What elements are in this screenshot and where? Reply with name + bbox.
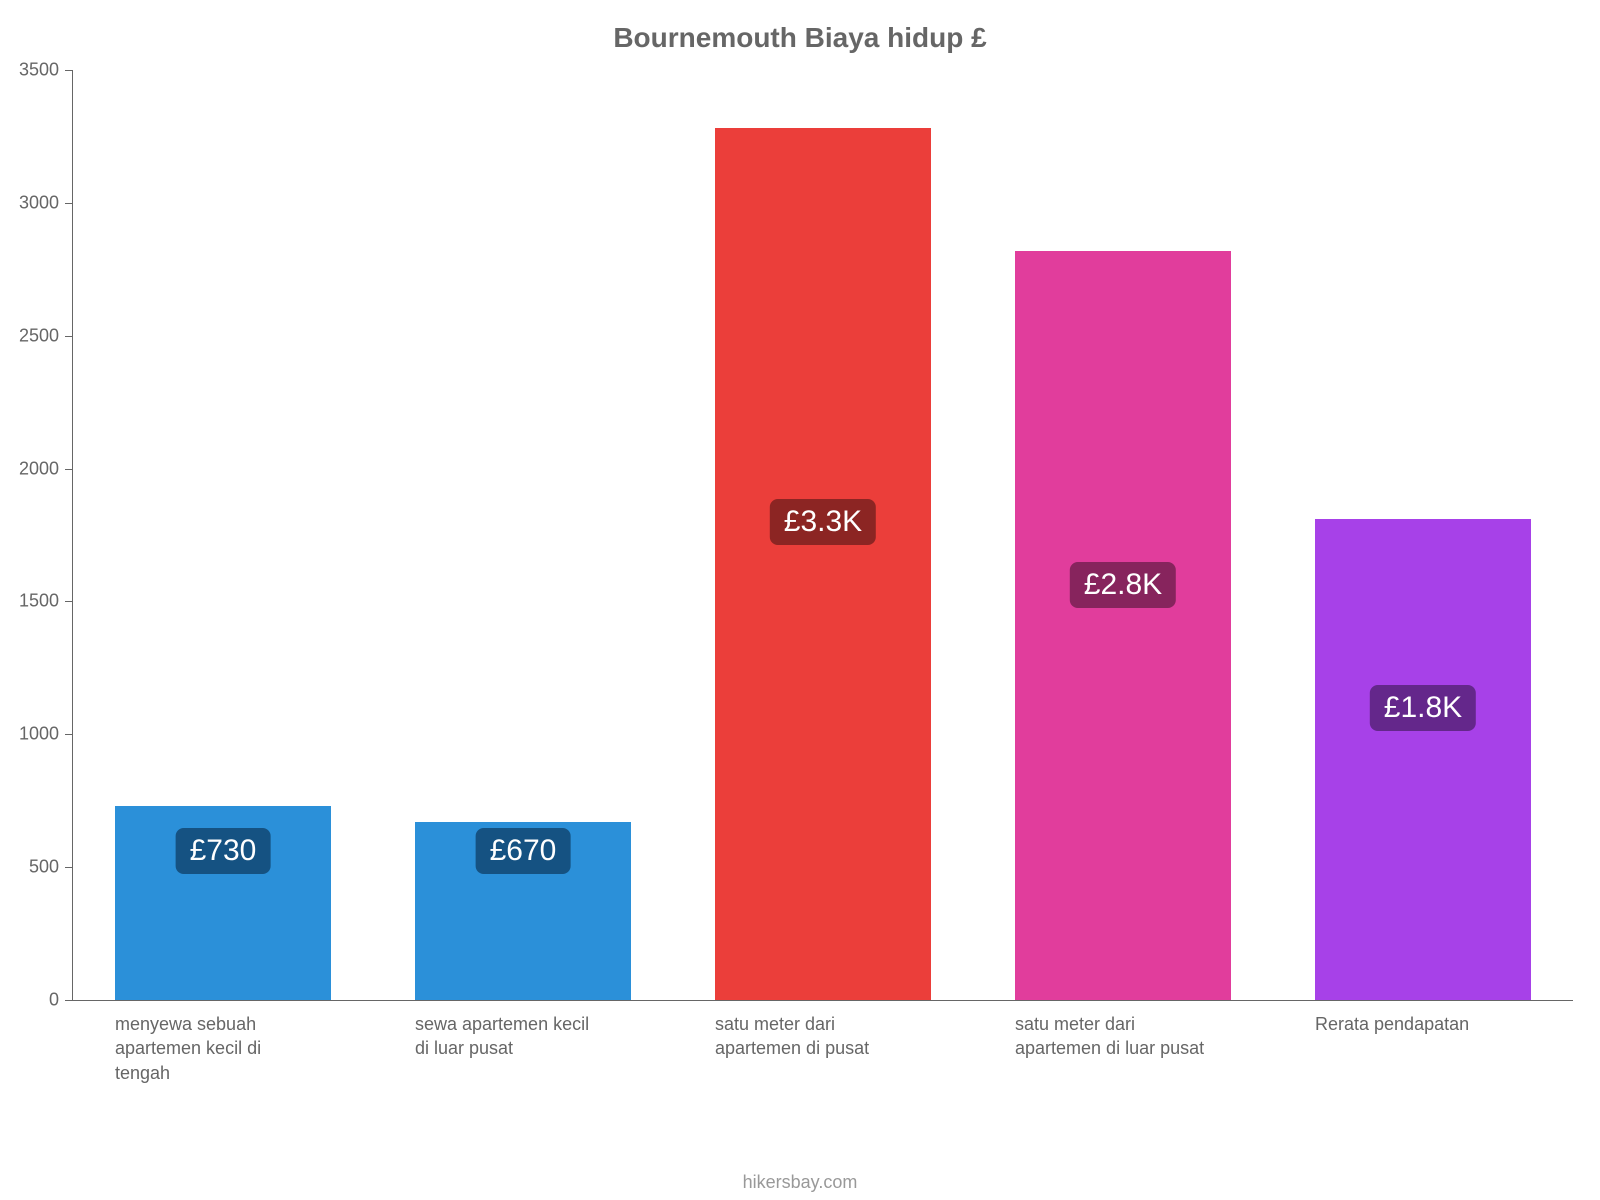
bar-value-badge: £3.3K [770, 499, 876, 545]
x-tick-label: satu meter dari apartemen di luar pusat [1015, 1012, 1205, 1061]
source-attribution: hikersbay.com [0, 1172, 1600, 1193]
bar-value-badge: £730 [176, 828, 271, 874]
y-tick [65, 70, 73, 71]
y-tick-label: 2000 [19, 458, 59, 479]
y-tick-label: 1500 [19, 591, 59, 612]
y-tick [65, 601, 73, 602]
y-tick [65, 469, 73, 470]
y-tick-label: 3500 [19, 60, 59, 81]
chart-container: Bournemouth Biaya hidup £ 05001000150020… [0, 0, 1600, 1200]
y-tick [65, 1000, 73, 1001]
bar [1315, 519, 1531, 1000]
plot-area: 0500100015002000250030003500£730menyewa … [72, 70, 1573, 1001]
bar [1015, 251, 1231, 1000]
y-tick [65, 734, 73, 735]
bar-value-badge: £1.8K [1370, 685, 1476, 731]
chart-title: Bournemouth Biaya hidup £ [0, 22, 1600, 54]
y-tick [65, 867, 73, 868]
bar-value-badge: £670 [476, 828, 571, 874]
y-tick-label: 500 [29, 857, 59, 878]
y-tick [65, 203, 73, 204]
x-tick-label: menyewa sebuah apartemen kecil di tengah [115, 1012, 305, 1085]
y-tick [65, 336, 73, 337]
x-tick-label: sewa apartemen kecil di luar pusat [415, 1012, 605, 1061]
y-tick-label: 2500 [19, 325, 59, 346]
y-tick-label: 0 [49, 990, 59, 1011]
x-tick-label: Rerata pendapatan [1315, 1012, 1505, 1036]
x-tick-label: satu meter dari apartemen di pusat [715, 1012, 905, 1061]
bar [715, 128, 931, 1000]
y-tick-label: 3000 [19, 192, 59, 213]
y-tick-label: 1000 [19, 724, 59, 745]
bar-value-badge: £2.8K [1070, 562, 1176, 608]
